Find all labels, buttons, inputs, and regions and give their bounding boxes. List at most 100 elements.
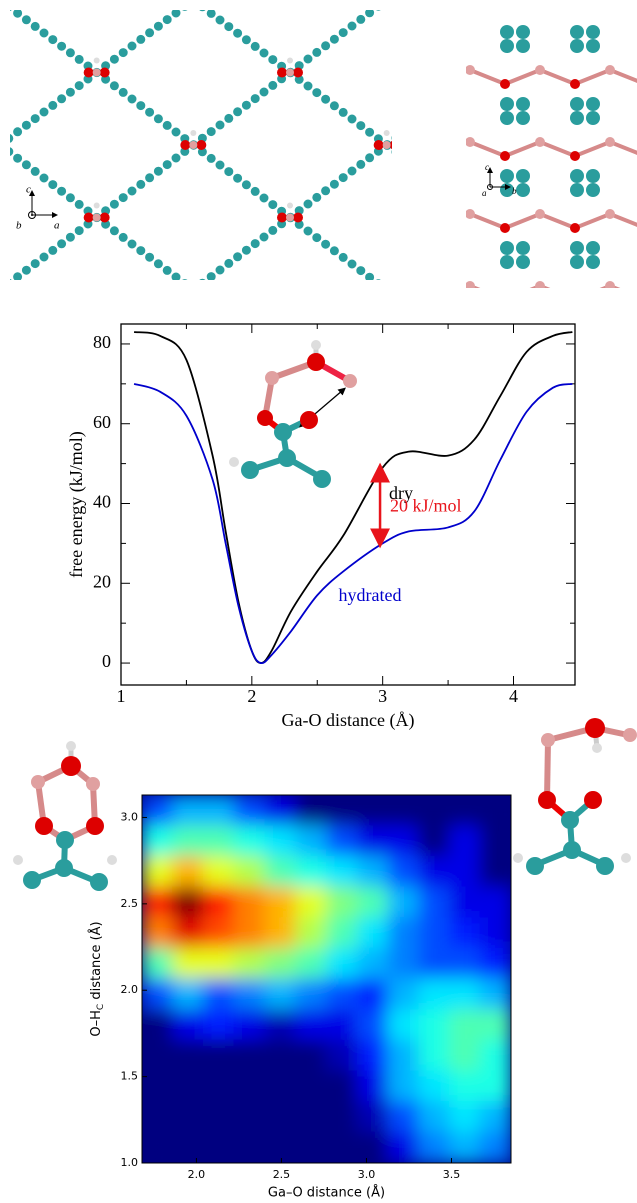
axis-a: a <box>482 188 487 198</box>
heatmap-cell <box>326 1039 358 1072</box>
chain <box>469 67 637 87</box>
heatmap-cell <box>479 825 511 857</box>
y-tick-label: 1.0 <box>121 1156 139 1169</box>
heatmap-cell <box>418 1101 450 1133</box>
heatmap-cell <box>326 795 358 827</box>
node <box>570 79 580 89</box>
heatmap-cell <box>172 886 204 919</box>
heatmap-cell <box>387 978 420 1011</box>
heatmap-cell <box>356 1101 389 1133</box>
ring <box>500 39 514 53</box>
heatmap-cells <box>142 795 511 1163</box>
heatmap-cell <box>387 795 420 827</box>
heatmap-cell <box>203 886 235 919</box>
x-tick-label: 1 <box>117 686 126 706</box>
heatmap-cell <box>172 825 204 857</box>
y-axis-label-sub: C <box>96 1004 106 1010</box>
heatmap-cell <box>387 1039 420 1072</box>
heatmap-cell <box>142 1131 174 1163</box>
chain <box>10 10 381 280</box>
node <box>277 67 287 78</box>
heatmap-cell <box>295 1131 327 1163</box>
node <box>570 151 580 161</box>
node <box>382 141 391 149</box>
ring <box>570 25 584 39</box>
heatmap-cell <box>449 1101 481 1133</box>
heatmap-cell <box>203 1070 235 1103</box>
ring <box>586 255 600 269</box>
heatmap-cell <box>295 855 327 888</box>
heatmap-cell <box>295 978 327 1011</box>
chain <box>10 10 381 280</box>
heatmap-cell <box>172 1009 204 1041</box>
ring <box>500 97 514 111</box>
ring <box>586 111 600 125</box>
heatmap-cell <box>264 1131 297 1163</box>
plot-frame <box>120 323 576 686</box>
heatmap-cell <box>172 1131 204 1163</box>
axis-a: a <box>54 220 60 232</box>
heatmap-cell <box>233 855 266 888</box>
ring <box>570 241 584 255</box>
ring <box>500 169 514 183</box>
heatmap-cell <box>172 1070 204 1103</box>
heatmap-cell <box>172 947 204 980</box>
heatmap-cell <box>356 855 389 888</box>
heatmap-cell <box>356 825 389 857</box>
heatmap-cell <box>449 1009 481 1041</box>
heatmap-cell <box>418 886 450 919</box>
chain <box>199 135 392 280</box>
node <box>500 295 510 305</box>
y-axis-label: O–HC distance (Å) <box>88 921 106 1036</box>
heatmap-cell <box>418 1131 450 1163</box>
axes-left: c b a <box>16 184 60 232</box>
ring <box>586 25 600 39</box>
node <box>293 67 303 78</box>
node <box>500 79 510 89</box>
heatmap-cell <box>479 1009 511 1041</box>
node <box>190 130 197 136</box>
heatmap-cell <box>233 886 266 919</box>
x-axis-label: Ga-O distance (Å) <box>282 710 415 731</box>
heatmap-cell <box>203 855 235 888</box>
node <box>180 140 191 150</box>
heatmap-cell <box>387 825 420 857</box>
node <box>466 137 475 147</box>
molecule-left <box>13 741 117 891</box>
node <box>605 65 615 75</box>
axis-b: b <box>16 220 22 232</box>
chain <box>199 10 392 155</box>
heatmap-cell <box>449 1131 481 1163</box>
series-label: dry <box>389 483 413 503</box>
heatmap-cell <box>233 917 266 949</box>
x-tick-label: 2.5 <box>273 1168 291 1181</box>
ring <box>516 169 530 183</box>
node <box>189 141 198 149</box>
ring <box>500 25 514 39</box>
y-axis-label-rest: distance (Å) <box>88 921 104 1003</box>
heatmap-cell <box>356 1009 389 1041</box>
axes-right: c a b <box>482 162 517 198</box>
heatmap-cell <box>326 825 358 857</box>
chain <box>469 211 637 231</box>
heatmap-cell <box>203 947 235 980</box>
heatmap-cell <box>387 886 420 919</box>
heatmap-cell <box>418 917 450 949</box>
ring <box>516 97 530 111</box>
ring <box>570 169 584 183</box>
heatmap-cell <box>264 855 297 888</box>
heatmap-cell <box>142 978 174 1011</box>
node <box>196 140 207 150</box>
node <box>83 212 94 223</box>
heatmap-cell <box>295 1070 327 1103</box>
node <box>93 202 100 209</box>
chain <box>469 283 621 288</box>
heatmap-cell <box>449 886 481 919</box>
heatmap-cell <box>264 1101 297 1133</box>
heatmap-cell <box>479 1131 511 1163</box>
heatmap-cell <box>326 1131 358 1163</box>
heatmap-cell <box>142 1039 174 1072</box>
heatmap-cell <box>326 917 358 949</box>
ring <box>586 183 600 197</box>
x-tick-label: 3 <box>378 686 387 706</box>
